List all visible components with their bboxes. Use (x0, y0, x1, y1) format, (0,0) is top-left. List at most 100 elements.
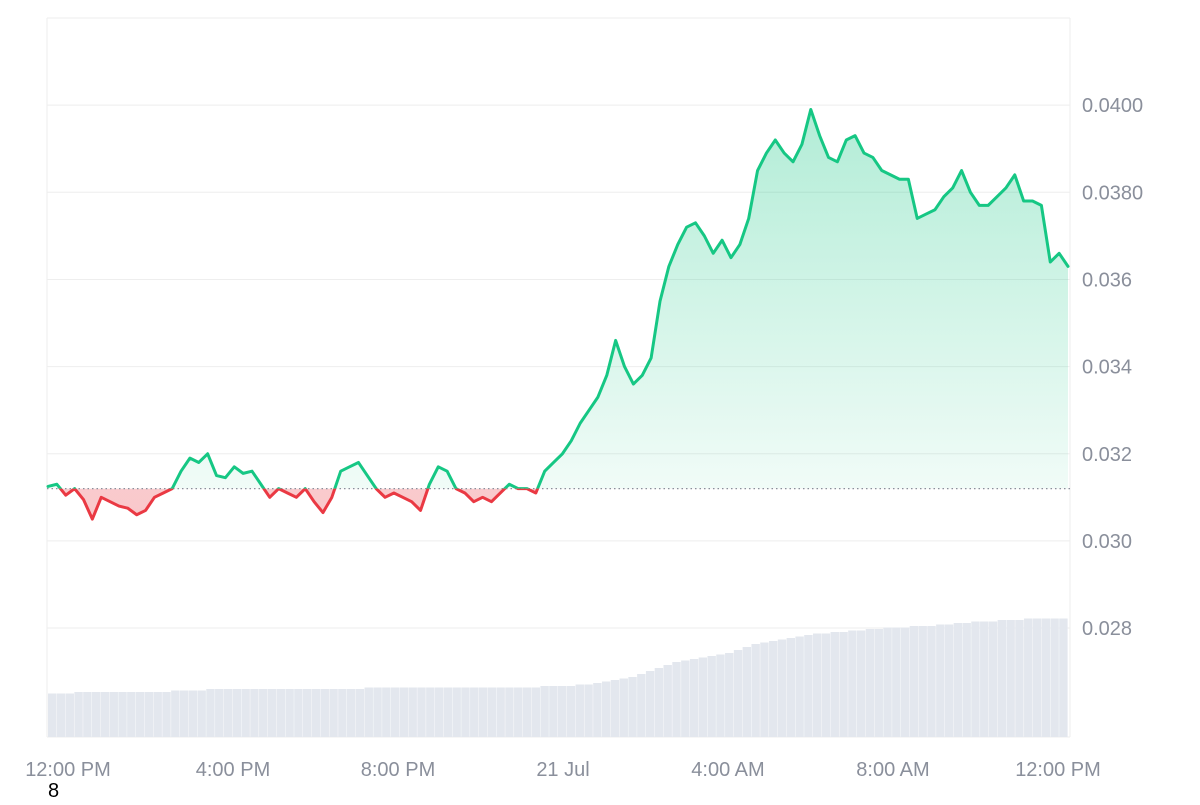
volume-bar (707, 656, 716, 737)
volume-bar (83, 692, 92, 737)
y-tick-label: 0.032 (1082, 444, 1132, 466)
x-tick-label: 4:00 PM (196, 759, 270, 781)
area-above-baseline (48, 109, 1068, 489)
volume-bar (1050, 618, 1059, 737)
volume-bar (900, 627, 910, 737)
volume-bar (927, 626, 936, 737)
volume-bar (777, 639, 787, 737)
volume-bar (496, 687, 505, 737)
volume-bar (127, 692, 136, 737)
volume-bar (223, 689, 233, 737)
volume-bar (980, 621, 989, 737)
volume-bar (232, 689, 242, 737)
volume-bar (153, 692, 162, 737)
volume-bar (399, 687, 409, 737)
volume-bar (848, 630, 857, 737)
volume-bar (382, 687, 391, 737)
volume-bar (786, 638, 796, 737)
volume-bar (74, 692, 83, 737)
price-line (46, 108, 1070, 521)
volume-bar (179, 690, 189, 737)
volume-bar (874, 629, 883, 737)
volume-bar (197, 690, 206, 737)
volume-bar (100, 692, 110, 737)
volume-bar (48, 693, 57, 737)
volume-bar (593, 683, 602, 737)
volume-bar (346, 689, 356, 737)
volume-bar (821, 633, 831, 737)
volume-bar (338, 689, 347, 737)
y-tick-label: 0.0380 (1082, 182, 1143, 204)
x-tick-label: 21 Jul (536, 759, 589, 781)
volume-bar (355, 689, 365, 737)
volume-bar (997, 620, 1007, 737)
volume-bar (443, 687, 453, 737)
volume-bar (426, 687, 435, 737)
volume-bar (91, 692, 101, 737)
volume-bar (804, 635, 813, 737)
line-above-baseline (46, 108, 1070, 489)
volume-bar (909, 626, 919, 737)
y-tick-label: 0.030 (1082, 531, 1132, 553)
volume-bar (276, 689, 286, 737)
volume-bar (584, 684, 593, 737)
volume-bar (294, 689, 303, 737)
y-axis-labels: 0.0400 0.0380 0.036 0.034 0.032 0.030 0.028 (1082, 95, 1143, 640)
volume-bar (461, 687, 470, 737)
volume-bar (144, 692, 154, 737)
volume-bar (188, 690, 198, 737)
x-axis-labels: 12:00 PM 4:00 PM 8:00 PM 21 Jul 4:00 AM 8:00 … (25, 759, 1101, 781)
volume-bar (769, 641, 778, 737)
volume-bar (505, 687, 514, 737)
volume-bar (681, 660, 690, 737)
volume-bar (250, 689, 259, 737)
x-tick-label: 12:00 PM (1015, 759, 1101, 781)
y-tick-label: 0.036 (1082, 269, 1132, 291)
volume-bar (514, 687, 523, 737)
volume-bar (988, 621, 998, 737)
volume-bar (364, 687, 373, 737)
volume-bar (478, 687, 488, 737)
volume-bar (417, 687, 426, 737)
volume-bar (601, 681, 611, 737)
volume-bar (566, 686, 576, 737)
volume-bar (522, 687, 532, 737)
volume-bar (663, 665, 672, 737)
x-tick-label: 8:00 AM (856, 759, 929, 781)
volume-bar (162, 692, 171, 737)
volume-bar (206, 689, 215, 737)
price-area (48, 109, 1068, 520)
volume-bar (645, 671, 655, 737)
x-tick-label: 4:00 AM (691, 759, 764, 781)
volume-bar (892, 627, 901, 737)
y-tick-label: 0.034 (1082, 357, 1132, 379)
volume-bar (320, 689, 329, 737)
volume-bar (390, 687, 400, 737)
volume-bar (259, 689, 268, 737)
volume-bar (241, 689, 250, 737)
volume-bar (540, 686, 549, 737)
stray-label: 8 (48, 780, 60, 802)
volume-bar (698, 657, 708, 737)
volume-bar (839, 632, 848, 737)
volume-bar (1015, 620, 1024, 737)
volume-bar (215, 689, 224, 737)
volume-bar (944, 624, 954, 737)
volume-bar (856, 630, 866, 737)
volume-bar (65, 693, 74, 737)
volume-bar (953, 623, 963, 737)
volume-bar (470, 687, 479, 737)
volume-bar (329, 689, 338, 737)
volume-bar (549, 686, 558, 737)
volume-bar (109, 692, 118, 737)
volume-bar (311, 689, 321, 737)
volume-bar (795, 636, 804, 737)
volume-bar (531, 687, 541, 737)
area-below-baseline (48, 488, 1068, 520)
volume-bar (558, 686, 567, 737)
volume-bar (628, 677, 637, 737)
volume-bar (408, 687, 417, 737)
volume-bar (637, 674, 646, 737)
volume-bar (936, 624, 945, 737)
